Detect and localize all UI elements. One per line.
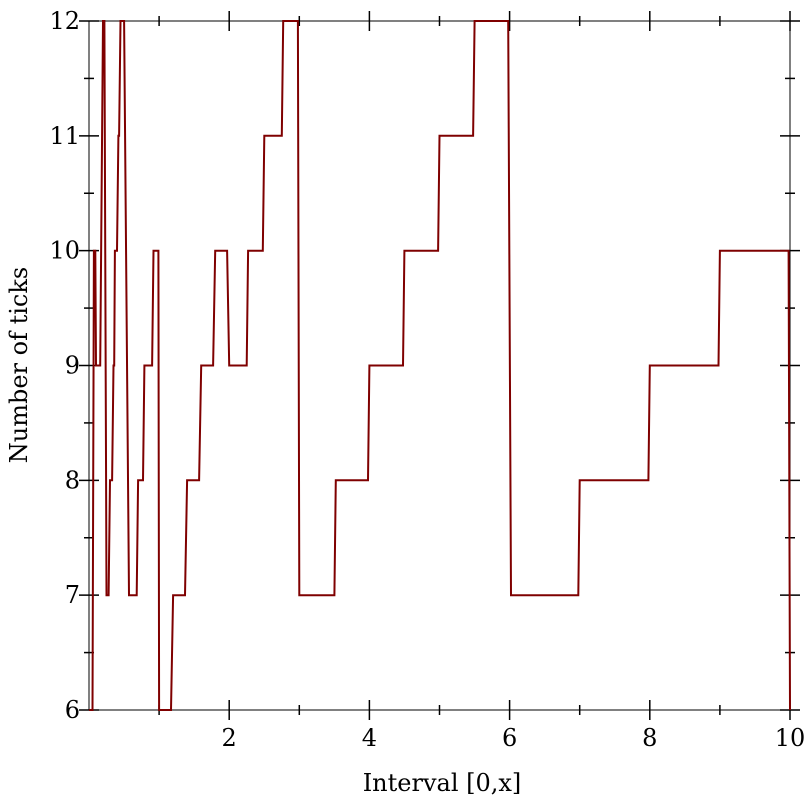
x-tick-label: 6 (502, 724, 517, 752)
y-tick-label: 10 (49, 237, 80, 265)
y-tick-label: 6 (65, 696, 80, 724)
x-axis-label: Interval [0,x] (363, 769, 522, 797)
y-tick-label: 9 (65, 352, 80, 380)
y-tick-label: 11 (49, 122, 80, 150)
y-tick-label: 12 (49, 7, 80, 35)
y-axis-label: Number of ticks (5, 267, 33, 463)
x-tick-label: 4 (362, 724, 377, 752)
axis-tick-labels: 2 4 6 8 10 6 7 8 9 10 11 12 (49, 7, 805, 752)
x-tick-label: 2 (222, 724, 237, 752)
y-tick-label: 7 (65, 581, 80, 609)
series-line (89, 20, 791, 711)
x-tick-label: 8 (642, 724, 657, 752)
x-tick-label: 10 (775, 724, 806, 752)
y-tick-label: 8 (65, 466, 80, 494)
